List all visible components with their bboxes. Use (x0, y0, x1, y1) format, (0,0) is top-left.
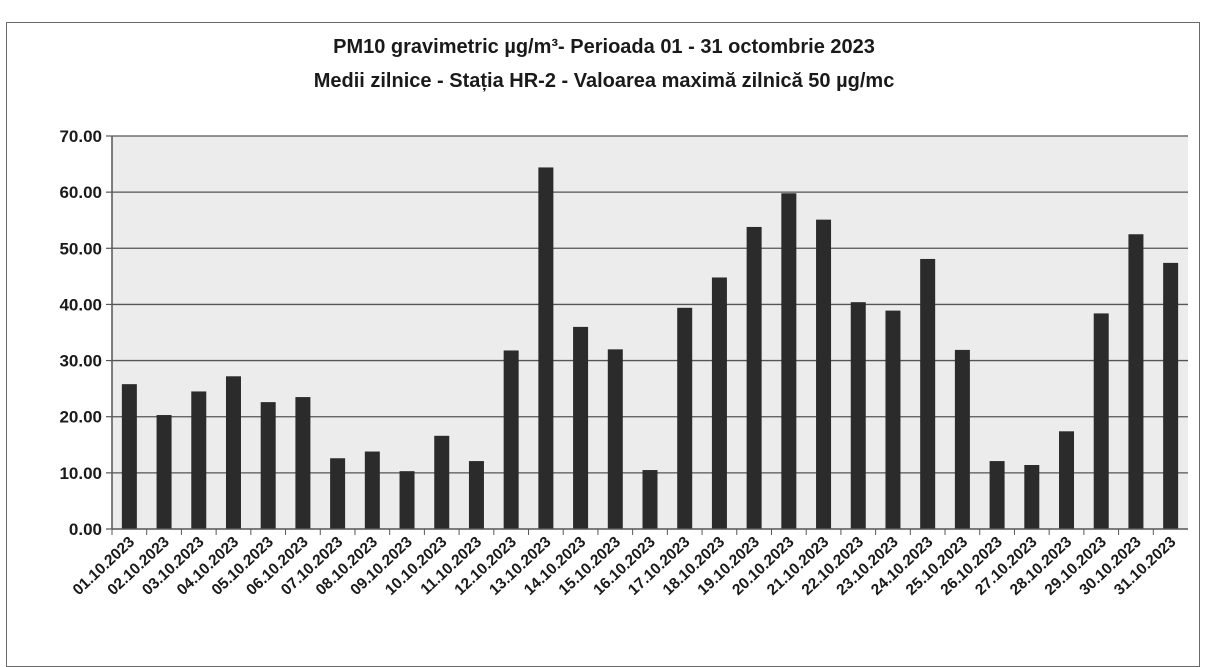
bar (1024, 464, 1040, 529)
bar (1093, 313, 1109, 529)
x-axis-labels: 01.10.202302.10.202303.10.202304.10.2023… (70, 529, 1180, 599)
y-tick-label: 30.00 (59, 352, 102, 371)
y-tick-label: 50.00 (59, 239, 102, 258)
bar (816, 219, 832, 529)
chart-title: PM10 gravimetric µg/m³- Perioada 01 - 31… (333, 36, 875, 58)
y-tick-label: 10.00 (59, 464, 102, 483)
chart-subtitle: Medii zilnice - Stația HR-2 - Valoarea m… (313, 70, 895, 92)
bar (573, 326, 589, 529)
bar (989, 461, 1005, 529)
bar (468, 461, 484, 529)
bar (885, 310, 901, 529)
bar (607, 349, 623, 529)
bar (364, 451, 380, 529)
bar (920, 258, 936, 529)
bar (503, 350, 519, 529)
y-tick-label: 60.00 (59, 183, 102, 202)
y-tick-label: 70.00 (59, 127, 102, 146)
bar (399, 471, 415, 529)
bar (330, 458, 346, 529)
y-tick-label: 40.00 (59, 295, 102, 314)
bar (1163, 262, 1179, 529)
bar (642, 470, 658, 529)
bar (677, 307, 693, 529)
bar (191, 391, 207, 529)
bar (954, 349, 970, 529)
bar (156, 415, 172, 529)
bar (850, 302, 866, 529)
bar (434, 435, 450, 529)
bars (121, 167, 1179, 530)
bar (1059, 431, 1075, 529)
y-tick-label: 0.00 (69, 520, 102, 539)
bar (295, 397, 311, 529)
bar (260, 402, 276, 529)
y-axis-ticks: 0.00 10.00 20.00 30.00 40.00 50.00 60.00 70.00 (59, 127, 112, 539)
plot-area (112, 136, 1188, 529)
bar (121, 384, 137, 529)
y-tick-label: 20.00 (59, 408, 102, 427)
bar (711, 277, 727, 529)
bar (538, 167, 554, 529)
bar (1128, 234, 1144, 529)
bar (746, 226, 762, 530)
bar (225, 376, 241, 529)
bar (781, 193, 797, 529)
